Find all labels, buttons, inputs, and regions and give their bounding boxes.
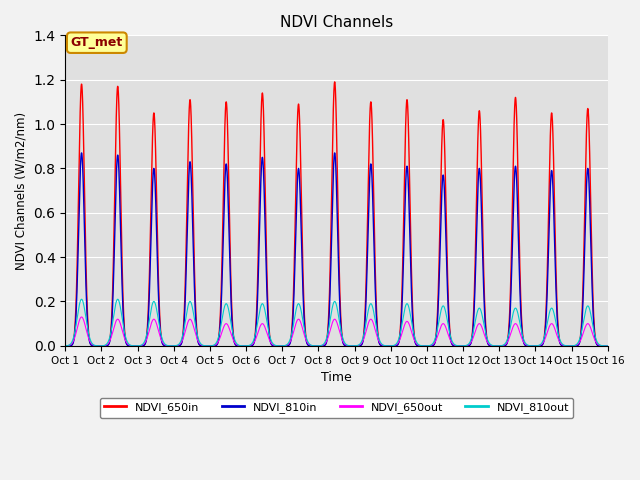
NDVI_810out: [412, 336, 419, 342]
NDVI_810out: [602, 343, 610, 348]
Line: NDVI_810in: NDVI_810in: [65, 153, 608, 346]
NDVI_810in: [604, 343, 612, 348]
NDVI_810in: [602, 343, 610, 348]
NDVI_650in: [604, 343, 612, 348]
NDVI_650in: [177, 340, 185, 346]
NDVI_650out: [412, 339, 419, 345]
NDVI_810out: [177, 337, 185, 343]
NDVI_650out: [602, 343, 610, 348]
NDVI_810out: [61, 343, 69, 348]
NDVI_650in: [412, 339, 419, 345]
NDVI_650out: [488, 343, 496, 348]
X-axis label: Time: Time: [321, 371, 352, 384]
NDVI_810in: [177, 341, 185, 347]
Line: NDVI_810out: NDVI_810out: [65, 299, 608, 346]
NDVI_810out: [172, 343, 179, 348]
NDVI_810out: [77, 296, 85, 302]
NDVI_650out: [172, 343, 179, 348]
Title: NDVI Channels: NDVI Channels: [280, 15, 393, 30]
NDVI_650out: [264, 335, 272, 340]
NDVI_650out: [61, 343, 69, 348]
NDVI_810in: [264, 322, 272, 327]
Line: NDVI_650in: NDVI_650in: [65, 82, 608, 346]
NDVI_810in: [412, 340, 419, 346]
NDVI_650in: [61, 343, 69, 348]
NDVI_810in: [61, 343, 69, 348]
Y-axis label: NDVI Channels (W/m2/nm): NDVI Channels (W/m2/nm): [15, 111, 28, 270]
NDVI_650out: [177, 339, 185, 345]
NDVI_810in: [488, 343, 496, 348]
NDVI_810in: [172, 343, 179, 348]
NDVI_650in: [602, 343, 610, 348]
Text: GT_met: GT_met: [70, 36, 123, 49]
NDVI_650in: [264, 312, 272, 318]
Line: NDVI_650out: NDVI_650out: [65, 317, 608, 346]
NDVI_650in: [488, 343, 496, 348]
NDVI_810out: [488, 343, 496, 348]
NDVI_810in: [77, 150, 85, 156]
NDVI_810out: [264, 327, 272, 333]
NDVI_650out: [77, 314, 85, 320]
NDVI_650in: [331, 79, 339, 85]
NDVI_650out: [604, 343, 612, 348]
Legend: NDVI_650in, NDVI_810in, NDVI_650out, NDVI_810out: NDVI_650in, NDVI_810in, NDVI_650out, NDV…: [100, 398, 573, 418]
NDVI_810out: [604, 343, 612, 348]
NDVI_650in: [172, 343, 179, 348]
